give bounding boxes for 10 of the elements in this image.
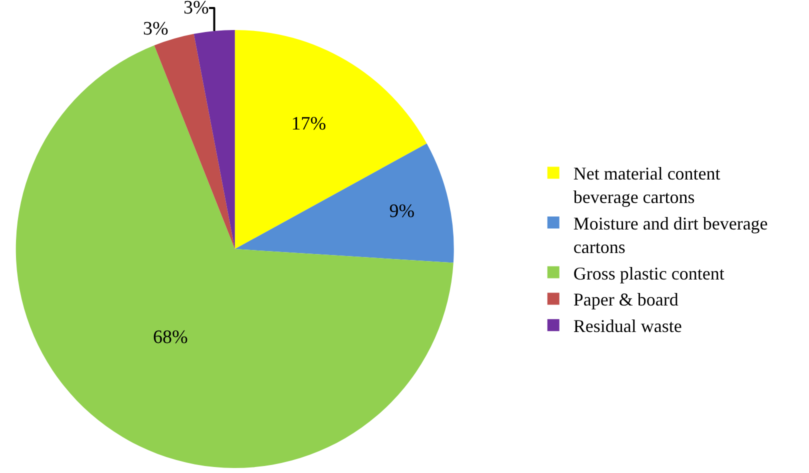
data-label: 3% bbox=[143, 18, 169, 40]
legend-label: Paper & board bbox=[573, 290, 678, 310]
legend-label: Net material content beverage cartons bbox=[573, 164, 720, 208]
legend-label: Gross plastic content bbox=[573, 263, 724, 284]
data-label: 17% bbox=[291, 114, 326, 135]
legend-label: Residual waste bbox=[573, 316, 682, 336]
data-label: 9% bbox=[389, 201, 415, 222]
legend-label: Moisture and dirt beverage cartons bbox=[573, 214, 768, 257]
data-label: 3% bbox=[184, 0, 209, 19]
data-label: 68% bbox=[153, 327, 188, 348]
